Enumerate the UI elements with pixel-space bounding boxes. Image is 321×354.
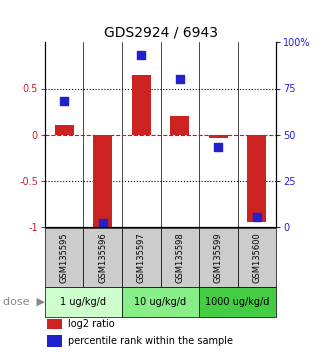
Text: GSM135597: GSM135597	[137, 232, 146, 283]
Text: percentile rank within the sample: percentile rank within the sample	[68, 336, 233, 347]
Bar	[122, 228, 160, 287]
Text: GSM135599: GSM135599	[214, 232, 223, 283]
Text: GSM135596: GSM135596	[98, 232, 107, 283]
Bar	[47, 335, 62, 347]
Bar	[160, 228, 199, 287]
Text: GSM135595: GSM135595	[60, 232, 69, 283]
Text: log2 ratio: log2 ratio	[68, 319, 115, 329]
Bar	[199, 228, 238, 287]
Text: 10 ug/kg/d: 10 ug/kg/d	[134, 297, 187, 307]
Bar	[93, 135, 112, 227]
Point	[216, 144, 221, 150]
Bar	[199, 287, 276, 317]
Bar	[209, 135, 228, 138]
Bar	[132, 75, 151, 135]
Point	[177, 76, 182, 82]
Bar	[83, 228, 122, 287]
Bar	[45, 228, 83, 287]
Bar	[247, 135, 266, 222]
Bar	[45, 287, 122, 317]
Text: GSM135598: GSM135598	[175, 232, 184, 283]
Bar	[122, 287, 199, 317]
Text: 1000 ug/kg/d: 1000 ug/kg/d	[205, 297, 270, 307]
Bar	[238, 228, 276, 287]
Text: dose  ▶: dose ▶	[3, 297, 45, 307]
Bar	[170, 116, 189, 135]
Title: GDS2924 / 6943: GDS2924 / 6943	[103, 26, 218, 40]
Point	[254, 215, 259, 220]
Bar	[47, 318, 62, 329]
Text: 1 ug/kg/d: 1 ug/kg/d	[60, 297, 107, 307]
Bar	[55, 125, 74, 135]
Text: GSM135600: GSM135600	[252, 232, 261, 283]
Point	[62, 98, 67, 104]
Point	[139, 52, 144, 58]
Point	[100, 220, 105, 226]
